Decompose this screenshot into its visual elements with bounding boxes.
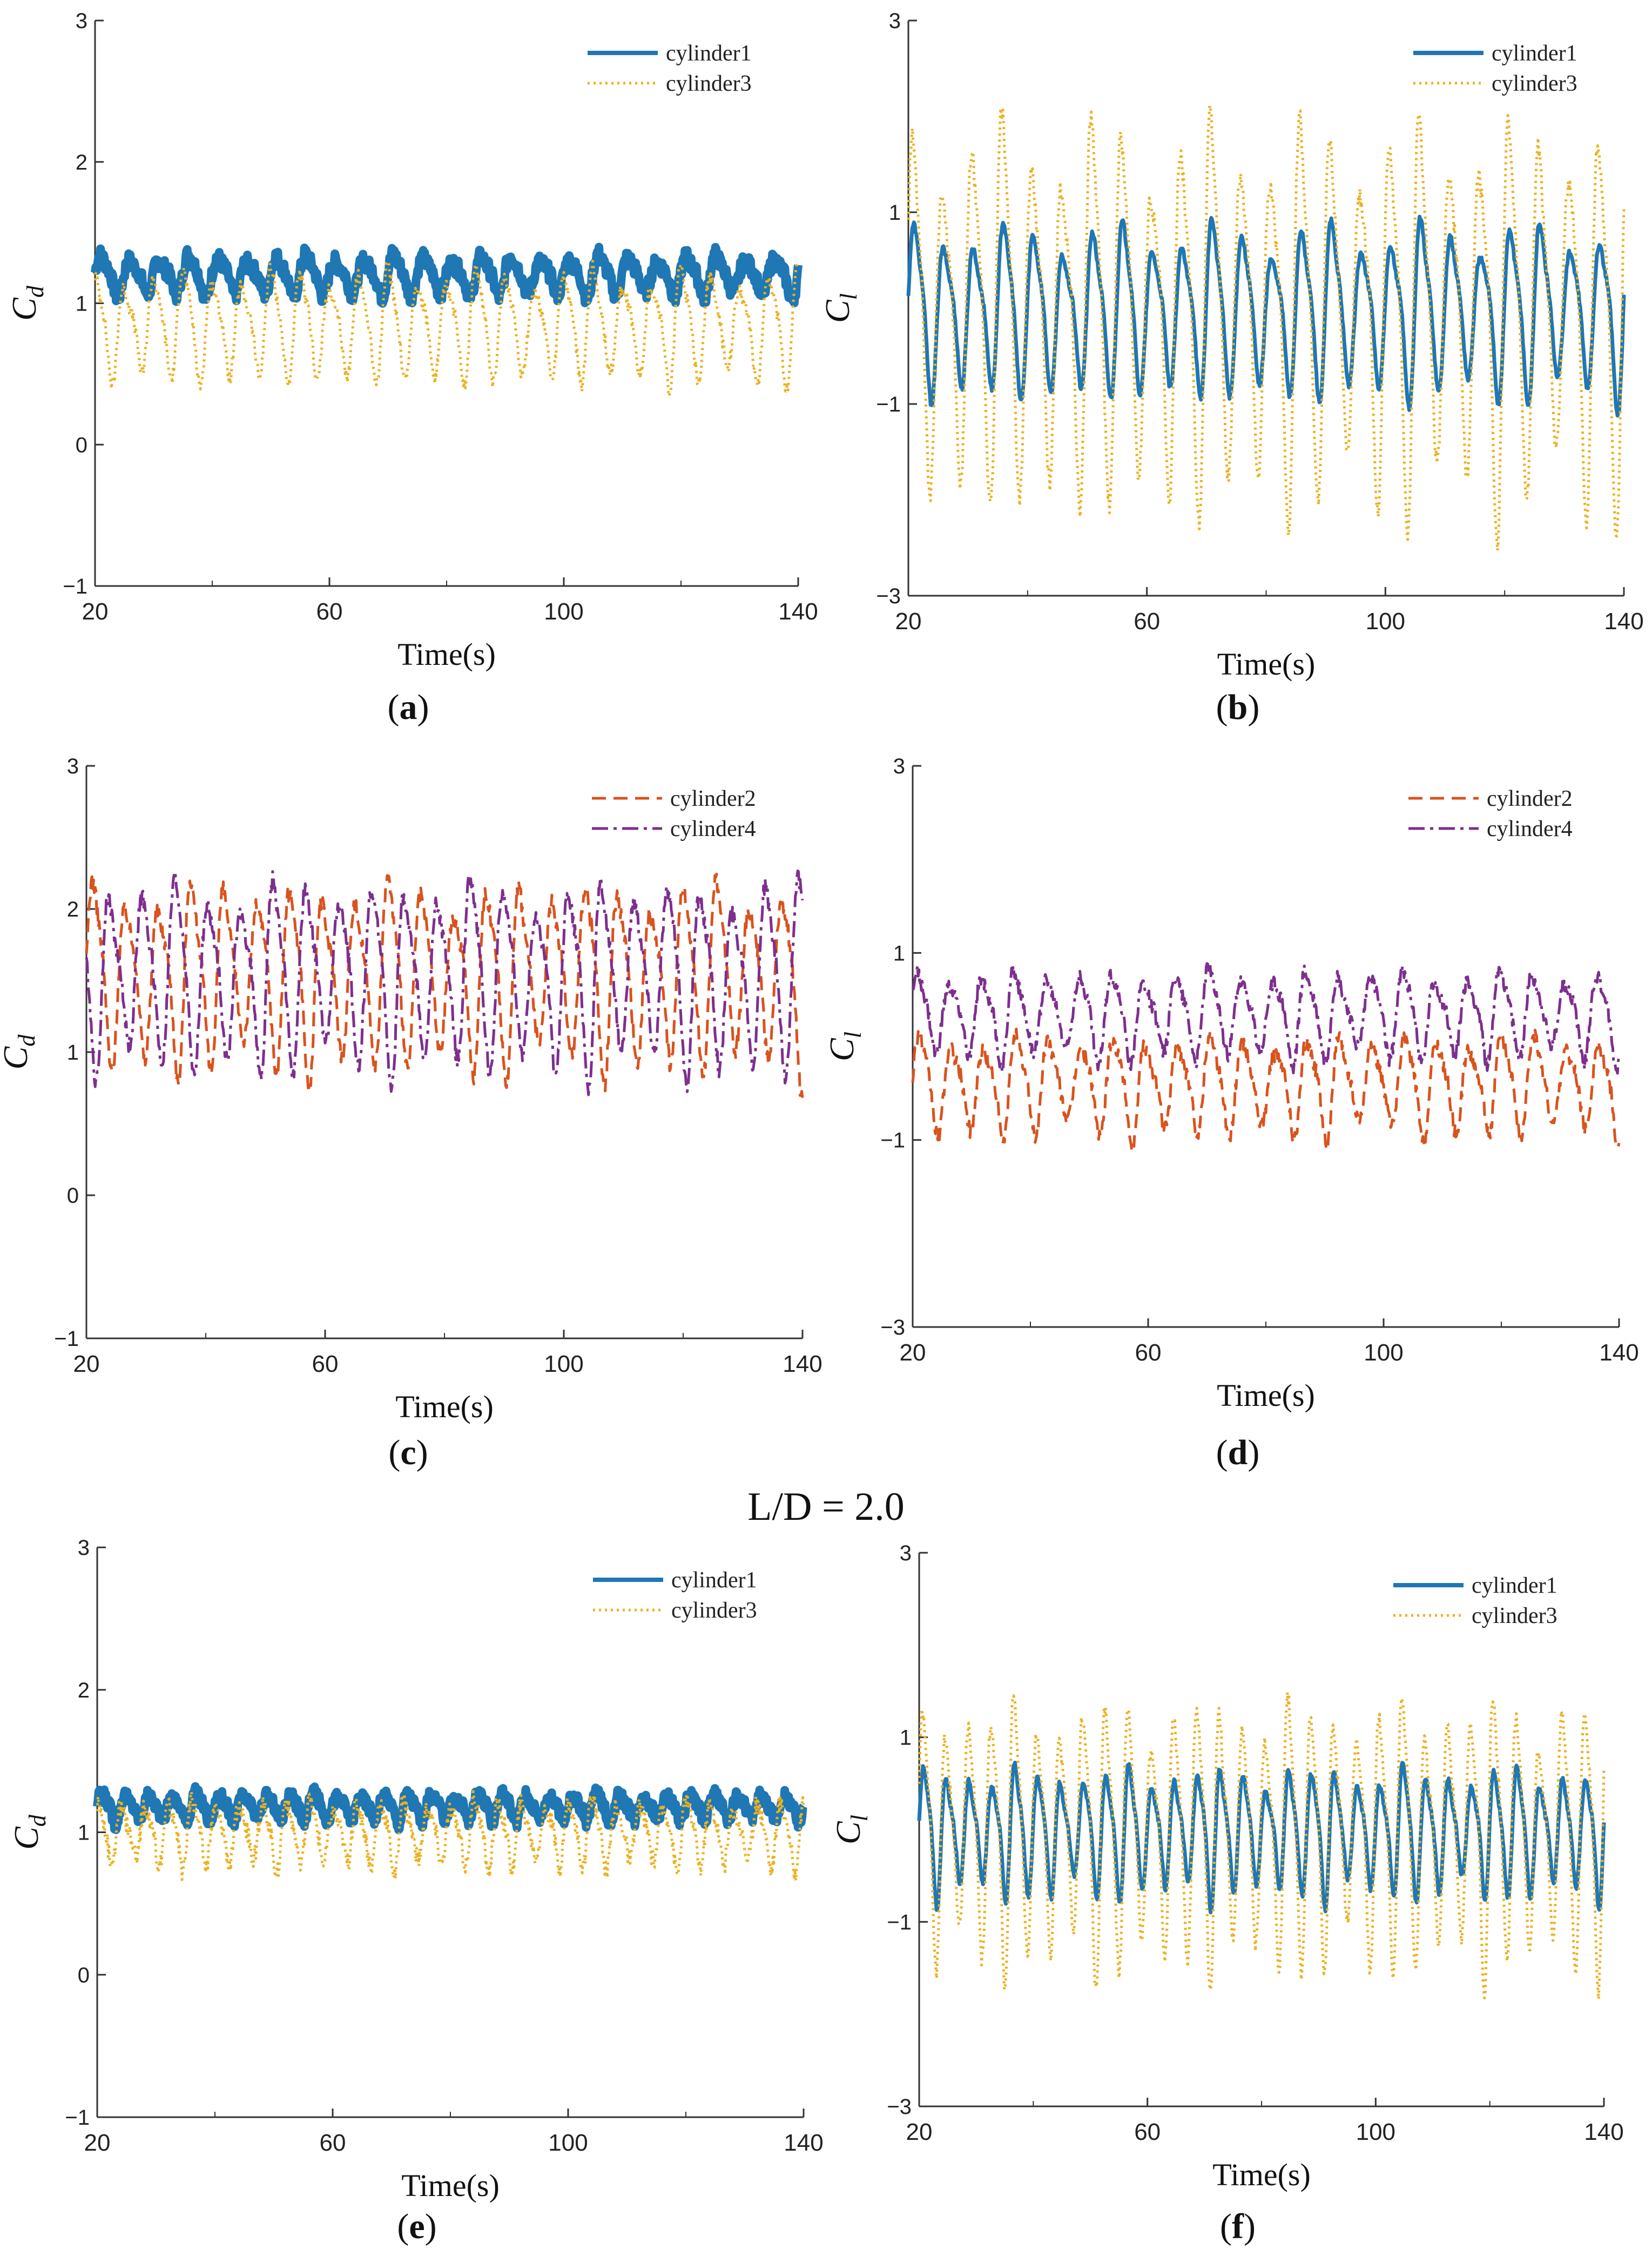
x-tick-label: 20	[84, 2130, 111, 2156]
x-tick-label: 140	[783, 1351, 822, 1377]
y-tick-label: 0	[67, 1184, 79, 1208]
legend-label-cylinder4: cylinder4	[670, 817, 756, 841]
series-line-cylinder3	[93, 260, 800, 398]
series-line-cylinder4	[911, 962, 1621, 1075]
x-tick-label: 140	[1604, 608, 1643, 635]
legend-label-cylinder2: cylinder2	[1487, 786, 1573, 811]
legend-label-cylinder1: cylinder1	[1492, 41, 1577, 66]
chart-e: −1 0 1 2 3 20 60 100 140 Time(s) Cd cylinder1 cylind…	[7, 1536, 824, 2203]
series-line-cylinder1	[906, 214, 1626, 418]
y-tick-label: −1	[63, 575, 87, 598]
series-line-cylinder1	[91, 243, 803, 308]
series-line-cylinder2	[85, 872, 804, 1098]
x-tick-label: 20	[906, 2119, 933, 2145]
chart-f: −3 −1 1 3 20 60 100 140 Time(s) Cl cylinder1 cylind…	[829, 1541, 1624, 2192]
x-tick-label: 60	[312, 1351, 339, 1377]
x-axis-label: Time(s)	[401, 2168, 500, 2203]
y-tick-label: −1	[880, 1129, 905, 1153]
panel-label-f: (f)	[1220, 2207, 1256, 2246]
y-tick-label: 3	[893, 755, 905, 778]
x-tick-label: 100	[544, 1351, 583, 1377]
x-tick-label: 100	[548, 2130, 588, 2156]
chart-d: −3 −1 1 3 20 60 100 140 Time(s) Cl cylinder2 cylind…	[822, 755, 1639, 1413]
x-tick-label: 20	[73, 1351, 100, 1377]
x-axis-label: Time(s)	[1217, 1378, 1315, 1413]
chart-c: −1 0 1 2 3 20 60 100 140 Time(s) Cd cylinder2 cylind…	[0, 755, 822, 1424]
panel-label-e: (e)	[397, 2207, 437, 2246]
chart-b: −3 −1 1 3 20 60 100 140 Time(s) Cl cylinder1 cylind…	[818, 9, 1644, 682]
y-tick-label: 2	[67, 898, 79, 921]
legend-label-cylinder3: cylinder3	[666, 71, 752, 96]
legend-label-cylinder2: cylinder2	[670, 786, 756, 811]
x-axis-label: Time(s)	[395, 1389, 494, 1424]
legend-label-cylinder4: cylinder4	[1487, 817, 1573, 841]
y-tick-label: 3	[78, 1536, 90, 1560]
series-line-cylinder4	[85, 870, 804, 1096]
y-axis-label: Cl	[829, 1815, 873, 1844]
y-tick-label: −3	[880, 1316, 905, 1339]
panel-label-a: (a)	[387, 688, 429, 727]
y-tick-label: 1	[900, 1726, 912, 1750]
x-tick-label: 60	[1134, 2119, 1161, 2145]
x-tick-label: 20	[82, 598, 109, 625]
y-tick-label: 1	[78, 1821, 90, 1845]
y-tick-label: −1	[887, 1910, 912, 1934]
x-tick-label: 140	[778, 598, 818, 625]
y-tick-label: 0	[76, 433, 87, 457]
x-tick-label: 60	[1135, 1339, 1162, 1366]
figure-caption: L/D = 2.0	[747, 1485, 905, 1529]
y-axis-label: Cd	[0, 1034, 40, 1070]
y-tick-label: −1	[65, 2106, 90, 2130]
panel-label-d: (d)	[1216, 1433, 1260, 1472]
x-tick-label: 60	[320, 2130, 346, 2156]
x-axis-label: Time(s)	[1217, 646, 1316, 682]
y-tick-label: −1	[876, 393, 901, 416]
y-tick-label: 3	[889, 9, 901, 33]
x-tick-label: 140	[1584, 2119, 1623, 2145]
x-tick-label: 100	[544, 598, 583, 625]
y-tick-label: 1	[67, 1041, 79, 1065]
y-tick-label: −1	[54, 1327, 79, 1351]
x-tick-label: 100	[1366, 608, 1405, 635]
legend-label-cylinder3: cylinder3	[1472, 1604, 1557, 1628]
x-tick-label: 140	[784, 2130, 823, 2156]
x-tick-label: 100	[1364, 1339, 1403, 1366]
y-tick-label: 3	[76, 9, 87, 33]
legend-label-cylinder3: cylinder3	[671, 1598, 757, 1623]
series-line-cylinder1	[93, 1782, 807, 1834]
y-tick-label: 0	[78, 1963, 90, 1987]
y-tick-label: 1	[76, 292, 87, 316]
x-tick-label: 60	[1134, 608, 1160, 635]
x-axis-label: Time(s)	[397, 637, 496, 672]
y-tick-label: 2	[76, 151, 87, 174]
series-line-cylinder2	[911, 1027, 1621, 1151]
chart-a: −1 0 1 2 3 20 60 100 140 Time(s) Cd cylinder1 cylind…	[5, 9, 818, 672]
legend-label-cylinder1: cylinder1	[671, 1568, 757, 1593]
x-tick-label: 20	[895, 608, 922, 635]
y-tick-label: −3	[876, 584, 901, 608]
y-tick-label: 3	[67, 755, 79, 778]
x-tick-label: 60	[316, 598, 343, 625]
y-axis-label: Cd	[5, 285, 49, 321]
y-axis-label: Cl	[822, 1032, 866, 1061]
x-tick-label: 100	[1356, 2119, 1395, 2145]
x-tick-label: 140	[1599, 1339, 1638, 1366]
legend-label-cylinder3: cylinder3	[1492, 71, 1577, 96]
y-axis-label: Cl	[818, 293, 862, 323]
y-tick-label: 3	[900, 1541, 912, 1565]
y-tick-label: 1	[889, 201, 901, 225]
x-axis-label: Time(s)	[1212, 2157, 1311, 2192]
series-line-cylinder1	[917, 1760, 1606, 1915]
y-axis-label: Cd	[7, 1814, 51, 1850]
y-tick-label: −3	[887, 2095, 912, 2119]
x-tick-label: 20	[900, 1339, 926, 1366]
panel-label-b: (b)	[1216, 688, 1260, 727]
legend-label-cylinder1: cylinder1	[1472, 1573, 1557, 1598]
y-tick-label: 2	[78, 1679, 90, 1702]
y-tick-label: 1	[893, 941, 905, 965]
panel-label-c: (c)	[388, 1433, 428, 1472]
legend-label-cylinder1: cylinder1	[666, 41, 752, 66]
